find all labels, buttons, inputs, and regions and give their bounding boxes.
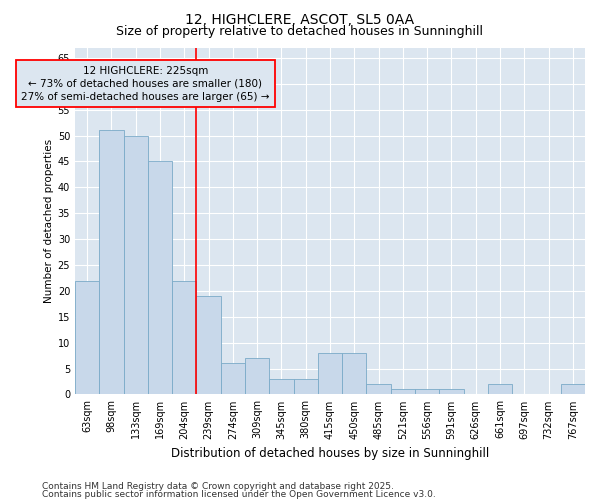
Bar bbox=[148, 162, 172, 394]
Bar bbox=[342, 353, 367, 395]
Bar bbox=[124, 136, 148, 394]
Bar bbox=[561, 384, 585, 394]
Bar bbox=[245, 358, 269, 395]
Bar bbox=[75, 280, 100, 394]
Bar bbox=[293, 379, 318, 394]
Bar bbox=[415, 390, 439, 394]
Bar bbox=[391, 390, 415, 394]
Bar bbox=[269, 379, 293, 394]
Bar bbox=[439, 390, 464, 394]
Bar bbox=[318, 353, 342, 395]
Text: Contains public sector information licensed under the Open Government Licence v3: Contains public sector information licen… bbox=[42, 490, 436, 499]
Bar bbox=[100, 130, 124, 394]
X-axis label: Distribution of detached houses by size in Sunninghill: Distribution of detached houses by size … bbox=[171, 447, 489, 460]
Bar bbox=[172, 280, 196, 394]
Text: Size of property relative to detached houses in Sunninghill: Size of property relative to detached ho… bbox=[116, 25, 484, 38]
Text: Contains HM Land Registry data © Crown copyright and database right 2025.: Contains HM Land Registry data © Crown c… bbox=[42, 482, 394, 491]
Bar bbox=[196, 296, 221, 394]
Bar bbox=[367, 384, 391, 394]
Y-axis label: Number of detached properties: Number of detached properties bbox=[44, 139, 53, 303]
Text: 12, HIGHCLERE, ASCOT, SL5 0AA: 12, HIGHCLERE, ASCOT, SL5 0AA bbox=[185, 12, 415, 26]
Bar bbox=[488, 384, 512, 394]
Text: 12 HIGHCLERE: 225sqm
← 73% of detached houses are smaller (180)
27% of semi-deta: 12 HIGHCLERE: 225sqm ← 73% of detached h… bbox=[21, 66, 270, 102]
Bar bbox=[221, 364, 245, 394]
